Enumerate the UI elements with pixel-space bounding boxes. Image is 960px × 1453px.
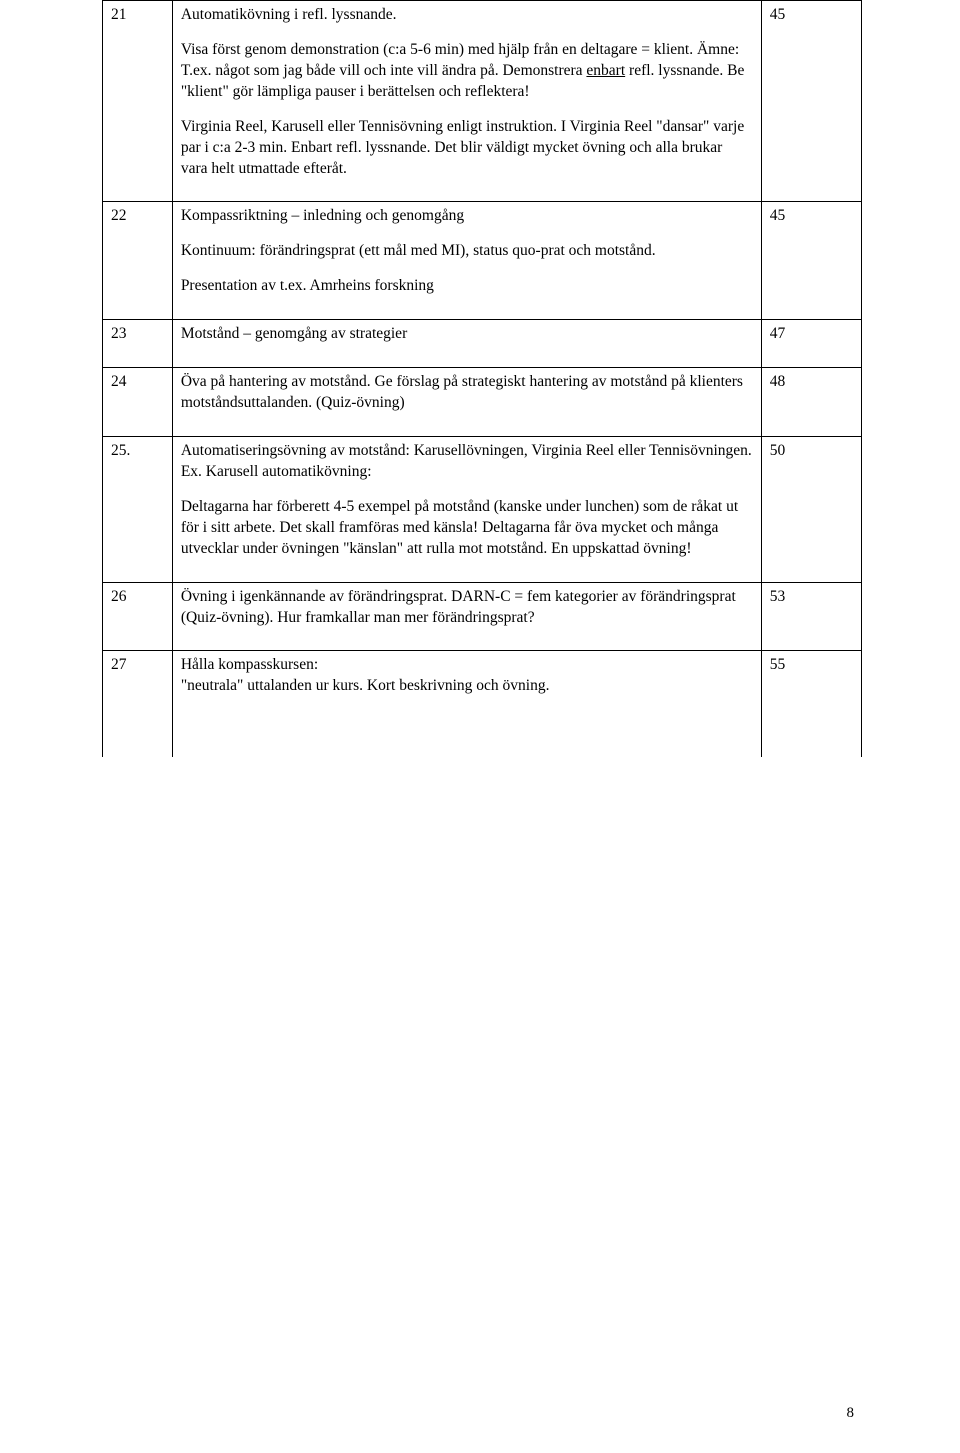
row-number-cell: 22: [103, 202, 173, 320]
row-body-cell: Öva på hantering av motstånd. Ge förslag…: [172, 368, 761, 437]
row-body-cell: Automatiseringsövning av motstånd: Karus…: [172, 436, 761, 582]
paragraph: Övning i igenkännande av förändringsprat…: [181, 587, 753, 629]
row-body-cell: Kompassriktning – inledning och genomgån…: [172, 202, 761, 320]
table-row: 22 Kompassriktning – inledning och genomg…: [103, 202, 862, 320]
row-ref-cell: 55: [761, 651, 861, 757]
table-row: 27Hålla kompasskursen:"neutrala" uttalan…: [103, 651, 862, 757]
table-row: 21 Automatikövning i refl. lyssnande. Visa…: [103, 1, 862, 202]
paragraph: Automatiseringsövning av motstånd: Karus…: [181, 441, 753, 483]
page: 21 Automatikövning i refl. lyssnande. Visa…: [0, 0, 960, 1453]
paragraph: Motstånd – genomgång av strategier: [181, 324, 753, 345]
paragraph: Hålla kompasskursen:"neutrala" uttalande…: [181, 655, 753, 697]
row-ref-cell: 50: [761, 436, 861, 582]
row-ref-cell: 47: [761, 320, 861, 368]
table-row: 25.Automatiseringsövning av motstånd: Ka…: [103, 436, 862, 582]
paragraph: Öva på hantering av motstånd. Ge förslag…: [181, 372, 753, 414]
paragraph: Deltagarna har förberett 4-5 exempel på …: [181, 497, 753, 560]
row-ref-cell: 45: [761, 202, 861, 320]
row-body-cell: Automatikövning i refl. lyssnande. Visa f…: [172, 1, 761, 202]
paragraph: Visa först genom demonstration (c:a 5-6 …: [181, 40, 753, 103]
row-number-cell: 26: [103, 582, 173, 651]
row-number-cell: 21: [103, 1, 173, 202]
paragraph: Virginia Reel, Karusell eller Tennisövni…: [181, 117, 753, 180]
table-row: 23 Motstånd – genomgång av strategier 47: [103, 320, 862, 368]
row-body-cell: Hålla kompasskursen:"neutrala" uttalande…: [172, 651, 761, 757]
table-row: 24Öva på hantering av motstånd. Ge försl…: [103, 368, 862, 437]
row-number-cell: 23: [103, 320, 173, 368]
row-ref-cell: 53: [761, 582, 861, 651]
row-body-cell: Övning i igenkännande av förändringsprat…: [172, 582, 761, 651]
table-row: 26Övning i igenkännande av förändringspr…: [103, 582, 862, 651]
row-ref-cell: 45: [761, 1, 861, 202]
content-table: 21 Automatikövning i refl. lyssnande. Visa…: [102, 0, 862, 757]
paragraph: Automatikövning i refl. lyssnande.: [181, 5, 753, 26]
row-body-cell: Motstånd – genomgång av strategier: [172, 320, 761, 368]
underlined-text: enbart: [586, 62, 625, 79]
paragraph: Presentation av t.ex. Amrheins forskning: [181, 276, 753, 297]
row-ref-cell: 48: [761, 368, 861, 437]
paragraph: Kompassriktning – inledning och genomgån…: [181, 206, 753, 227]
row-number-cell: 25.: [103, 436, 173, 582]
page-number: 8: [847, 1403, 855, 1423]
row-number-cell: 27: [103, 651, 173, 757]
row-number-cell: 24: [103, 368, 173, 437]
paragraph: Kontinuum: förändringsprat (ett mål med …: [181, 241, 753, 262]
